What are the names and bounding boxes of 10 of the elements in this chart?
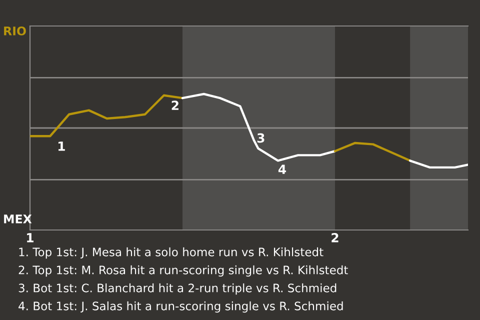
annotation: 2 [172, 100, 178, 110]
annotation: MEX [4, 214, 32, 224]
text: RIO [4, 26, 26, 36]
annotation: 4 [278, 164, 286, 174]
annotation: 1 [58, 142, 65, 151]
annotation: 3 [257, 133, 264, 143]
text: 1. Top 1st: J. Mesa hit a solo home run vs R. Kihlstedt [19, 247, 324, 259]
text: 2. Top 1st: M. Rosa hit a run-scoring single vs R. Kihlstedt [18, 265, 348, 277]
text: 4. Bot 1st: J. Salas hit a run-scoring single vs R. Schmied [18, 301, 343, 313]
text: 3. Bot 1st: C. Blanchard hit a 2-run triple vs R. Schmied [18, 283, 336, 295]
